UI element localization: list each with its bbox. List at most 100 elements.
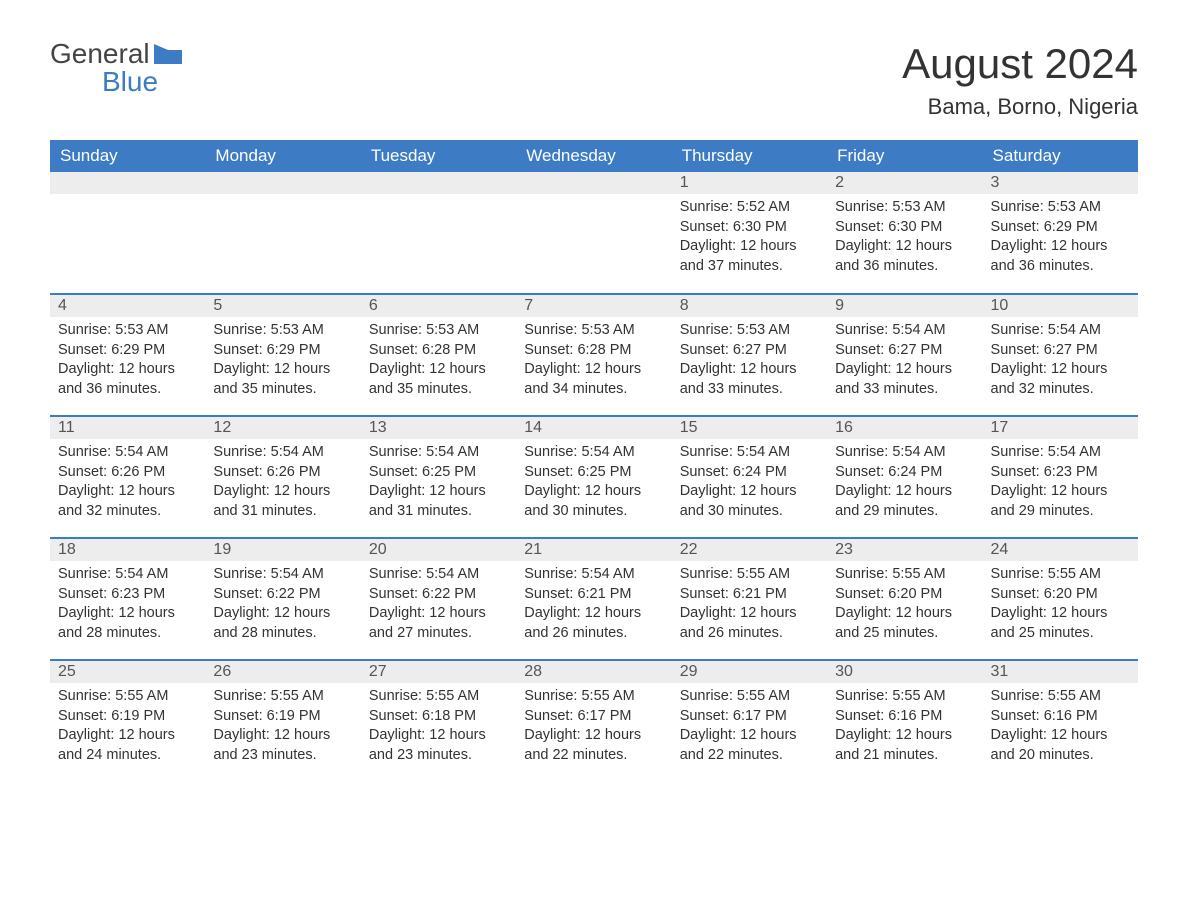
- sunrise-text: Sunrise: 5:53 AM: [680, 321, 819, 341]
- day-number: 10: [983, 295, 1138, 317]
- calendar-day-cell: 26Sunrise: 5:55 AMSunset: 6:19 PMDayligh…: [205, 660, 360, 782]
- daylight-text: Daylight: 12 hours and 27 minutes.: [369, 604, 508, 643]
- daylight-text: Daylight: 12 hours and 30 minutes.: [524, 482, 663, 521]
- day-number: 19: [205, 539, 360, 561]
- calendar-day-cell: 9Sunrise: 5:54 AMSunset: 6:27 PMDaylight…: [827, 294, 982, 416]
- calendar-day-cell: 29Sunrise: 5:55 AMSunset: 6:17 PMDayligh…: [672, 660, 827, 782]
- sunrise-text: Sunrise: 5:54 AM: [369, 565, 508, 585]
- calendar-day-cell: 21Sunrise: 5:54 AMSunset: 6:21 PMDayligh…: [516, 538, 671, 660]
- weekday-header: Sunday: [50, 140, 205, 172]
- sunset-text: Sunset: 6:28 PM: [369, 341, 508, 361]
- daylight-text: Daylight: 12 hours and 28 minutes.: [213, 604, 352, 643]
- day-details: Sunrise: 5:54 AMSunset: 6:27 PMDaylight:…: [827, 317, 982, 403]
- calendar-day-cell: 25Sunrise: 5:55 AMSunset: 6:19 PMDayligh…: [50, 660, 205, 782]
- sunrise-text: Sunrise: 5:55 AM: [991, 687, 1130, 707]
- calendar-day-cell: 4Sunrise: 5:53 AMSunset: 6:29 PMDaylight…: [50, 294, 205, 416]
- day-number: 25: [50, 661, 205, 683]
- daylight-text: Daylight: 12 hours and 22 minutes.: [524, 726, 663, 765]
- calendar-day-cell: 14Sunrise: 5:54 AMSunset: 6:25 PMDayligh…: [516, 416, 671, 538]
- day-number: 31: [983, 661, 1138, 683]
- day-number: 3: [983, 172, 1138, 194]
- daylight-text: Daylight: 12 hours and 31 minutes.: [369, 482, 508, 521]
- day-number: 13: [361, 417, 516, 439]
- calendar-day-cell: 22Sunrise: 5:55 AMSunset: 6:21 PMDayligh…: [672, 538, 827, 660]
- sunset-text: Sunset: 6:21 PM: [680, 585, 819, 605]
- sunset-text: Sunset: 6:18 PM: [369, 707, 508, 727]
- day-number: 28: [516, 661, 671, 683]
- daylight-text: Daylight: 12 hours and 37 minutes.: [680, 237, 819, 276]
- day-number: 15: [672, 417, 827, 439]
- sunset-text: Sunset: 6:27 PM: [835, 341, 974, 361]
- sunset-text: Sunset: 6:30 PM: [835, 218, 974, 238]
- daylight-text: Daylight: 12 hours and 33 minutes.: [680, 360, 819, 399]
- sunrise-text: Sunrise: 5:53 AM: [835, 198, 974, 218]
- calendar-day-cell: 16Sunrise: 5:54 AMSunset: 6:24 PMDayligh…: [827, 416, 982, 538]
- sunset-text: Sunset: 6:30 PM: [680, 218, 819, 238]
- page-subtitle: Bama, Borno, Nigeria: [902, 94, 1138, 120]
- sunrise-text: Sunrise: 5:54 AM: [835, 321, 974, 341]
- day-number: 14: [516, 417, 671, 439]
- calendar-day-cell: 15Sunrise: 5:54 AMSunset: 6:24 PMDayligh…: [672, 416, 827, 538]
- day-number: 8: [672, 295, 827, 317]
- weekday-header: Friday: [827, 140, 982, 172]
- sunrise-text: Sunrise: 5:52 AM: [680, 198, 819, 218]
- day-details: Sunrise: 5:54 AMSunset: 6:23 PMDaylight:…: [983, 439, 1138, 525]
- day-details: Sunrise: 5:53 AMSunset: 6:28 PMDaylight:…: [516, 317, 671, 403]
- day-number-empty: [516, 172, 671, 194]
- sunrise-text: Sunrise: 5:54 AM: [213, 565, 352, 585]
- sunset-text: Sunset: 6:27 PM: [991, 341, 1130, 361]
- daylight-text: Daylight: 12 hours and 32 minutes.: [58, 482, 197, 521]
- sunset-text: Sunset: 6:17 PM: [524, 707, 663, 727]
- day-details: Sunrise: 5:54 AMSunset: 6:26 PMDaylight:…: [205, 439, 360, 525]
- sunrise-text: Sunrise: 5:54 AM: [58, 443, 197, 463]
- day-details: Sunrise: 5:54 AMSunset: 6:22 PMDaylight:…: [205, 561, 360, 647]
- day-details: Sunrise: 5:55 AMSunset: 6:19 PMDaylight:…: [205, 683, 360, 769]
- day-number: 2: [827, 172, 982, 194]
- day-number: 27: [361, 661, 516, 683]
- day-details: Sunrise: 5:55 AMSunset: 6:20 PMDaylight:…: [983, 561, 1138, 647]
- sunset-text: Sunset: 6:17 PM: [680, 707, 819, 727]
- day-details: Sunrise: 5:52 AMSunset: 6:30 PMDaylight:…: [672, 194, 827, 280]
- sunrise-text: Sunrise: 5:55 AM: [213, 687, 352, 707]
- sunset-text: Sunset: 6:19 PM: [58, 707, 197, 727]
- sunset-text: Sunset: 6:23 PM: [991, 463, 1130, 483]
- day-details: Sunrise: 5:54 AMSunset: 6:25 PMDaylight:…: [361, 439, 516, 525]
- day-number-empty: [205, 172, 360, 194]
- sunrise-text: Sunrise: 5:54 AM: [991, 443, 1130, 463]
- day-details: Sunrise: 5:53 AMSunset: 6:30 PMDaylight:…: [827, 194, 982, 280]
- calendar-day-cell: 2Sunrise: 5:53 AMSunset: 6:30 PMDaylight…: [827, 172, 982, 294]
- calendar-day-cell: [50, 172, 205, 294]
- day-number: 17: [983, 417, 1138, 439]
- sunset-text: Sunset: 6:25 PM: [369, 463, 508, 483]
- sunset-text: Sunset: 6:22 PM: [213, 585, 352, 605]
- daylight-text: Daylight: 12 hours and 28 minutes.: [58, 604, 197, 643]
- sunset-text: Sunset: 6:19 PM: [213, 707, 352, 727]
- daylight-text: Daylight: 12 hours and 22 minutes.: [680, 726, 819, 765]
- day-details: Sunrise: 5:53 AMSunset: 6:27 PMDaylight:…: [672, 317, 827, 403]
- sunrise-text: Sunrise: 5:55 AM: [835, 565, 974, 585]
- sunset-text: Sunset: 6:20 PM: [991, 585, 1130, 605]
- daylight-text: Daylight: 12 hours and 36 minutes.: [991, 237, 1130, 276]
- logo-flag-icon: [154, 44, 182, 64]
- day-number: 6: [361, 295, 516, 317]
- daylight-text: Daylight: 12 hours and 26 minutes.: [524, 604, 663, 643]
- day-number: 23: [827, 539, 982, 561]
- calendar-day-cell: 5Sunrise: 5:53 AMSunset: 6:29 PMDaylight…: [205, 294, 360, 416]
- sunset-text: Sunset: 6:29 PM: [58, 341, 197, 361]
- sunset-text: Sunset: 6:29 PM: [991, 218, 1130, 238]
- daylight-text: Daylight: 12 hours and 25 minutes.: [835, 604, 974, 643]
- sunrise-text: Sunrise: 5:55 AM: [835, 687, 974, 707]
- calendar-day-cell: 11Sunrise: 5:54 AMSunset: 6:26 PMDayligh…: [50, 416, 205, 538]
- day-number: 30: [827, 661, 982, 683]
- daylight-text: Daylight: 12 hours and 25 minutes.: [991, 604, 1130, 643]
- day-details: Sunrise: 5:55 AMSunset: 6:20 PMDaylight:…: [827, 561, 982, 647]
- sunset-text: Sunset: 6:23 PM: [58, 585, 197, 605]
- sunrise-text: Sunrise: 5:55 AM: [680, 687, 819, 707]
- day-number-empty: [50, 172, 205, 194]
- day-details: Sunrise: 5:54 AMSunset: 6:26 PMDaylight:…: [50, 439, 205, 525]
- day-details: Sunrise: 5:55 AMSunset: 6:19 PMDaylight:…: [50, 683, 205, 769]
- sunrise-text: Sunrise: 5:54 AM: [680, 443, 819, 463]
- sunrise-text: Sunrise: 5:53 AM: [58, 321, 197, 341]
- sunset-text: Sunset: 6:24 PM: [680, 463, 819, 483]
- calendar-day-cell: 10Sunrise: 5:54 AMSunset: 6:27 PMDayligh…: [983, 294, 1138, 416]
